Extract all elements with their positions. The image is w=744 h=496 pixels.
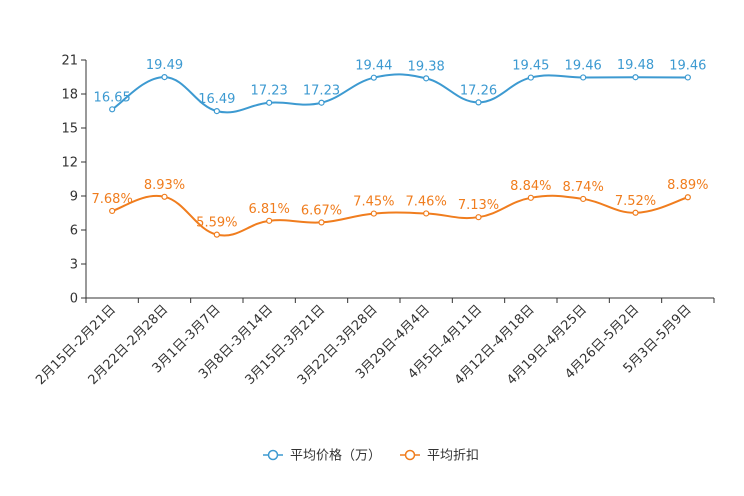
- data-point: [213, 108, 220, 115]
- y-tick-label: 21: [61, 54, 78, 69]
- data-point: [684, 74, 691, 81]
- legend-marker: [267, 449, 279, 461]
- legend-label: 平均价格（万）: [290, 448, 381, 464]
- data-label: 8.74%: [563, 180, 604, 195]
- data-label: 17.23: [251, 84, 288, 99]
- data-label: 19.38: [408, 59, 445, 74]
- data-label: 19.48: [617, 58, 654, 73]
- y-tick-label: 9: [70, 190, 78, 205]
- data-point: [632, 209, 639, 216]
- y-tick-label: 15: [61, 122, 78, 137]
- data-label: 19.44: [355, 59, 392, 74]
- data-label: 19.46: [669, 58, 706, 73]
- data-point: [423, 75, 430, 82]
- data-label: 19.46: [565, 58, 602, 73]
- legend-label: 平均折扣: [427, 449, 479, 464]
- series-line: [111, 194, 689, 237]
- chart-legend[interactable]: 平均价格（万） 平均折扣: [263, 448, 479, 464]
- data-label: 7.52%: [615, 194, 656, 209]
- chart-series-layer: 16.65 19.49 16.49 17.23 17.23 19.44 19.38 17.26…: [92, 58, 708, 238]
- data-point: [109, 207, 116, 215]
- data-label: 16.65: [94, 90, 131, 105]
- legend-item-2[interactable]: 平均折扣: [400, 449, 479, 464]
- legend-item-1[interactable]: 平均价格（万）: [263, 448, 381, 464]
- series-2: 7.68% 8.93% 5.59% 6.81% 6.67% 7.45% 7.46% 7.13%…: [92, 178, 708, 238]
- data-label: 8.84%: [510, 179, 551, 194]
- y-tick-label: 0: [70, 292, 78, 307]
- data-point: [370, 210, 377, 217]
- data-label: 7.68%: [92, 192, 133, 207]
- data-point: [318, 219, 325, 226]
- data-point: [580, 195, 587, 203]
- y-tick-label: 6: [70, 224, 78, 239]
- data-point: [684, 194, 691, 201]
- y-tick-label: 18: [61, 88, 78, 103]
- chart-axes: 0369121518212月15日-2月21日2月22日-2月28日3月1日-3…: [33, 54, 715, 388]
- data-label: 6.67%: [301, 203, 342, 218]
- legend-marker: [404, 449, 416, 461]
- data-label: 7.46%: [406, 194, 447, 209]
- data-label: 16.49: [198, 92, 235, 107]
- data-label: 7.13%: [458, 198, 499, 213]
- data-point: [109, 106, 116, 113]
- data-point: [161, 74, 168, 81]
- data-point: [213, 231, 220, 238]
- data-point: [475, 99, 482, 106]
- data-label: 5.59%: [196, 216, 237, 231]
- data-label: 8.93%: [144, 178, 185, 193]
- y-tick-label: 3: [70, 258, 78, 273]
- data-point: [475, 214, 482, 221]
- data-point: [580, 74, 587, 81]
- data-point: [527, 194, 534, 201]
- data-label: 17.26: [460, 83, 497, 98]
- data-point: [266, 217, 273, 224]
- data-point: [161, 193, 168, 200]
- data-label: 8.89%: [667, 178, 708, 193]
- data-label: 19.49: [146, 58, 183, 73]
- data-label: 7.45%: [353, 195, 394, 210]
- data-label: 19.45: [512, 59, 549, 74]
- data-label: 17.23: [303, 84, 340, 99]
- data-label: 6.81%: [249, 202, 290, 217]
- data-point: [632, 74, 639, 81]
- data-point: [370, 74, 377, 81]
- data-point: [266, 99, 273, 106]
- data-point: [527, 74, 534, 81]
- series-1: 16.65 19.49 16.49 17.23 17.23 19.44 19.38 17.26…: [94, 58, 706, 115]
- data-point: [318, 99, 325, 106]
- data-point: [423, 210, 430, 217]
- y-tick-label: 12: [61, 156, 78, 171]
